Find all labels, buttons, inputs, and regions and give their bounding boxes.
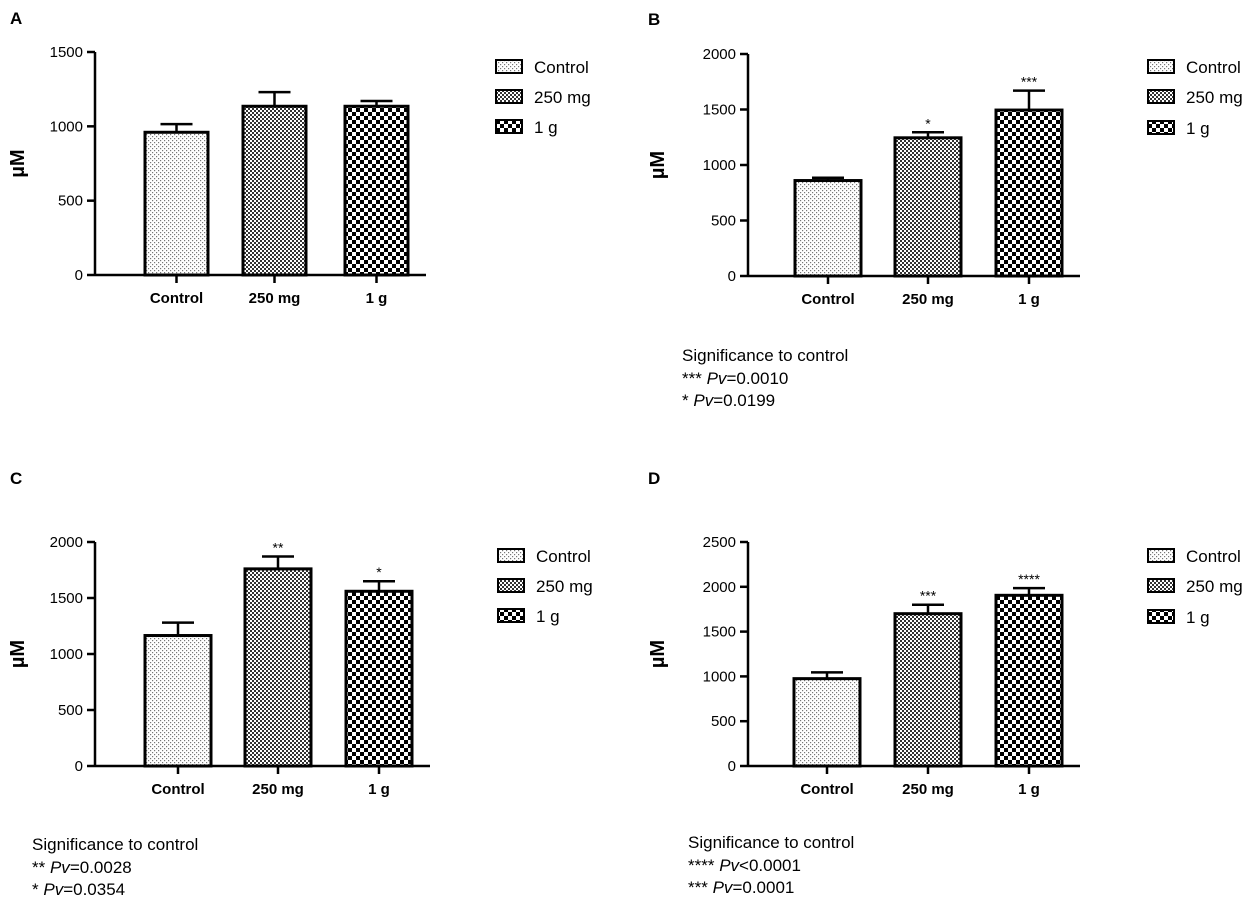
y-tick-label: 1000 bbox=[50, 118, 83, 135]
y-tick-label: 1000 bbox=[50, 646, 83, 663]
chart-panel-a: AµM 0 500 1000 1500 Control 250 mg 1 g Control 25… bbox=[7, 9, 591, 307]
legend-label-control: Control bbox=[1186, 547, 1241, 566]
legend-swatch-1g bbox=[497, 608, 525, 623]
y-tick-label: 1000 bbox=[703, 668, 736, 685]
bar-1g bbox=[343, 104, 410, 277]
notes-line: *** Pv=0.0010 bbox=[682, 368, 789, 388]
x-tick-label: Control bbox=[800, 781, 853, 798]
bar-1g bbox=[994, 108, 1064, 278]
significance-mark: ** bbox=[273, 540, 284, 556]
y-tick-label: 1500 bbox=[50, 44, 83, 61]
y-tick-label: 2000 bbox=[703, 46, 736, 63]
notes-line: *** Pv=0.0001 bbox=[688, 878, 795, 897]
legend-swatch-250mg bbox=[497, 578, 525, 593]
significance-mark: *** bbox=[920, 588, 937, 604]
x-tick-label: Control bbox=[150, 290, 203, 307]
legend-label-1g: 1 g bbox=[534, 118, 558, 137]
bar-1g bbox=[344, 589, 414, 768]
legend-label-control: Control bbox=[534, 58, 589, 77]
y-tick-label: 0 bbox=[728, 758, 736, 775]
significance-mark: **** bbox=[1018, 571, 1040, 587]
notes-title: Significance to control bbox=[32, 835, 199, 854]
notes-title: Significance to control bbox=[688, 833, 855, 852]
legend-swatch-1g bbox=[1147, 120, 1175, 135]
x-tick-label: 1 g bbox=[1018, 781, 1040, 798]
y-tick-label: 0 bbox=[728, 268, 736, 285]
legend-swatch-1g bbox=[1147, 609, 1175, 624]
notes-title: Significance to control bbox=[682, 346, 849, 365]
notes-line: * Pv=0.0199 bbox=[682, 391, 776, 410]
legend-label-control: Control bbox=[1186, 58, 1241, 77]
y-tick-label: 1500 bbox=[50, 590, 83, 607]
y-tick-label: 2500 bbox=[703, 534, 736, 551]
bar-control bbox=[793, 179, 863, 278]
y-tick-label: 500 bbox=[58, 702, 83, 719]
significance-mark: * bbox=[376, 564, 382, 580]
bar-250mg bbox=[241, 104, 308, 277]
y-tick-label: 500 bbox=[711, 713, 736, 730]
panel-label: A bbox=[10, 9, 22, 28]
significance-notes-d: Significance to control **** Pv<0.0001 *… bbox=[688, 832, 854, 900]
bar-control bbox=[792, 677, 862, 768]
y-tick-label: 1000 bbox=[703, 157, 736, 174]
legend-label-1g: 1 g bbox=[536, 607, 560, 626]
bar-control bbox=[143, 130, 210, 277]
x-tick-label: 1 g bbox=[368, 781, 390, 798]
x-tick-label: Control bbox=[151, 781, 204, 798]
x-tick-label: 250 mg bbox=[252, 781, 304, 798]
bar-250mg bbox=[893, 136, 963, 278]
legend-swatch-1g bbox=[495, 119, 523, 134]
y-tick-label: 0 bbox=[75, 267, 83, 284]
significance-notes-b: Significance to control *** Pv=0.0010 * … bbox=[682, 345, 848, 413]
legend-swatch-control bbox=[1147, 548, 1175, 563]
bar-250mg bbox=[893, 612, 963, 768]
x-tick-label: 1 g bbox=[366, 290, 388, 307]
legend-label-control: Control bbox=[536, 547, 591, 566]
bar-250mg bbox=[243, 567, 313, 768]
y-axis-title: µM bbox=[7, 149, 29, 177]
legend-swatch-250mg bbox=[1147, 578, 1175, 593]
panel-label: B bbox=[648, 10, 660, 29]
legend-label-250mg: 250 mg bbox=[534, 88, 591, 107]
legend-swatch-control bbox=[497, 548, 525, 563]
legend-label-250mg: 250 mg bbox=[1186, 88, 1243, 107]
legend-label-1g: 1 g bbox=[1186, 119, 1210, 138]
y-tick-label: 1500 bbox=[703, 624, 736, 641]
significance-mark: *** bbox=[1021, 74, 1038, 90]
significance-mark: * bbox=[925, 115, 931, 131]
panel-label: D bbox=[648, 469, 660, 488]
notes-line: * Pv=0.0354 bbox=[32, 880, 126, 899]
legend-swatch-250mg bbox=[495, 89, 523, 104]
x-tick-label: 250 mg bbox=[249, 290, 301, 307]
y-axis-title: µM bbox=[7, 640, 29, 668]
significance-notes-c: Significance to control ** Pv=0.0028 * P… bbox=[32, 834, 198, 902]
y-tick-label: 500 bbox=[58, 193, 83, 210]
y-tick-label: 500 bbox=[711, 213, 736, 230]
legend-swatch-250mg bbox=[1147, 89, 1175, 104]
x-tick-label: 250 mg bbox=[902, 291, 954, 308]
legend-label-250mg: 250 mg bbox=[1186, 577, 1243, 596]
y-axis-title: µM bbox=[647, 151, 669, 179]
y-axis-title: µM bbox=[647, 640, 669, 668]
notes-line: **** Pv<0.0001 bbox=[688, 855, 801, 875]
x-tick-label: Control bbox=[801, 291, 854, 308]
y-tick-label: 2000 bbox=[50, 534, 83, 551]
y-tick-label: 1500 bbox=[703, 102, 736, 119]
x-tick-label: 1 g bbox=[1018, 291, 1040, 308]
notes-line: ** Pv=0.0028 bbox=[32, 857, 132, 877]
legend-swatch-control bbox=[1147, 59, 1175, 74]
bar-control bbox=[143, 634, 213, 768]
bar-1g bbox=[994, 593, 1064, 768]
legend-label-250mg: 250 mg bbox=[536, 577, 593, 596]
legend-swatch-control bbox=[495, 59, 523, 74]
panel-label: C bbox=[10, 469, 22, 488]
y-tick-label: 0 bbox=[75, 758, 83, 775]
x-tick-label: 250 mg bbox=[902, 781, 954, 798]
legend-label-1g: 1 g bbox=[1186, 608, 1210, 627]
y-tick-label: 2000 bbox=[703, 579, 736, 596]
